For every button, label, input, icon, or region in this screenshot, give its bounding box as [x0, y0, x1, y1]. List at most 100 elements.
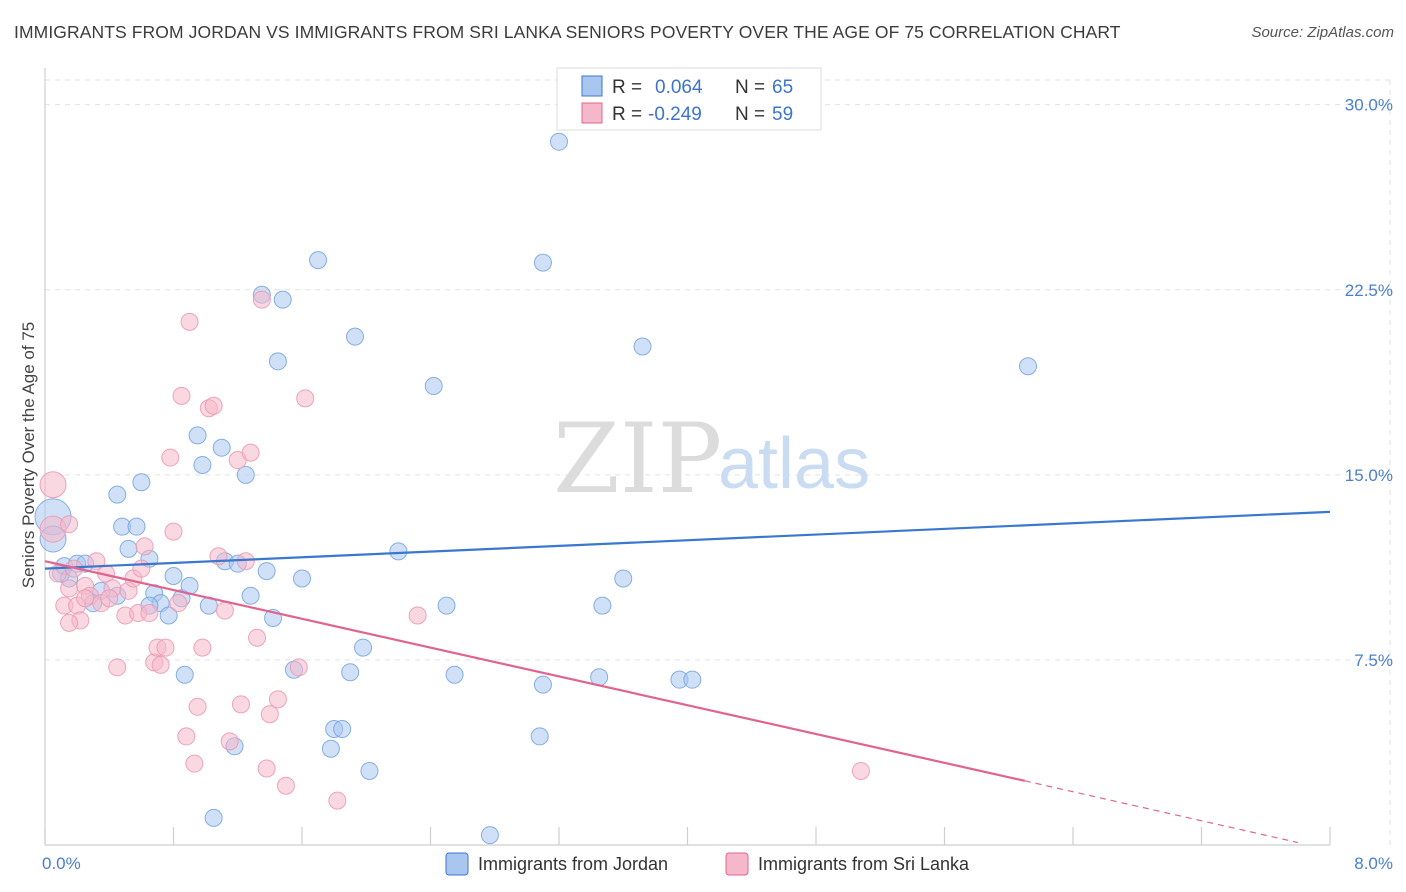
- jordan-point-29: [236, 465, 255, 484]
- jordan-point-26: [212, 438, 231, 457]
- y-tick-label-2: 22.5%: [1345, 281, 1393, 300]
- jordan-point-22: [188, 426, 207, 445]
- watermark: ZIP atlas: [553, 403, 870, 515]
- legend-r-value-srilanka: -0.249: [648, 104, 702, 125]
- srilanka-point-52: [408, 606, 427, 625]
- y-tick-label-3: 30.0%: [1345, 96, 1393, 115]
- legend-r-label-jordan: R =: [612, 77, 642, 98]
- jordan-point-14: [119, 539, 138, 558]
- jordan-point-59: [633, 337, 652, 356]
- srilanka-point-42: [241, 443, 260, 462]
- srilanka-point-14: [108, 658, 127, 677]
- srilanka-point-23: [151, 655, 170, 674]
- trend-line-srilanka: [44, 560, 1026, 782]
- jordan-point-49: [424, 377, 443, 395]
- chart-title: IMMIGRANTS FROM JORDAN VS IMMIGRANTS FRO…: [14, 22, 1121, 42]
- jordan-point-35: [273, 290, 292, 309]
- srilanka-point-40: [231, 695, 250, 714]
- jordan-point-47: [360, 761, 379, 780]
- axes: [44, 68, 1331, 846]
- jordan-point-25: [175, 665, 194, 684]
- srilanka-point-32: [188, 697, 207, 716]
- srilanka-point-45: [257, 759, 276, 778]
- series-legend: Immigrants from Jordan Immigrants from S…: [445, 852, 970, 876]
- jordan-point-55: [533, 253, 552, 272]
- jordan-point-57: [593, 596, 612, 615]
- jordan-point-13: [132, 473, 151, 492]
- jordan-point-32: [257, 562, 276, 581]
- srilanka-point-48: [276, 776, 295, 795]
- bottom-legend-label-jordan: Immigrants from Jordan: [478, 854, 668, 874]
- srilanka-point-35: [204, 396, 223, 415]
- y-tick-label-1: 15.0%: [1345, 466, 1393, 485]
- srilanka-point-33: [193, 638, 212, 657]
- bottom-legend-label-srilanka: Immigrants from Sri Lanka: [758, 854, 970, 874]
- jordan-point-23: [193, 455, 212, 474]
- jordan-point-45: [346, 327, 365, 346]
- srilanka-point-28: [172, 386, 191, 405]
- legend-n-value-jordan: 65: [772, 77, 793, 98]
- srilanka-point-27: [169, 594, 188, 613]
- jordan-point-58: [614, 569, 633, 588]
- srilanka-point-38: [220, 732, 239, 751]
- jordan-point-34: [268, 352, 287, 371]
- jordan-point-44: [341, 663, 360, 682]
- correlation-legend: R = 0.064 N = 65 R = -0.249 N = 59: [556, 67, 822, 131]
- legend-r-label-srilanka: R =: [612, 104, 642, 125]
- jordan-point-61: [683, 670, 702, 689]
- srilanka-point-37: [215, 601, 234, 620]
- jordan-point-37: [204, 808, 223, 827]
- watermark-zip: ZIP: [553, 403, 722, 515]
- legend-n-value-srilanka: 59: [772, 104, 793, 125]
- jordan-point-52: [480, 826, 499, 845]
- srilanka-point-20: [140, 604, 159, 623]
- srilanka-point-46: [260, 705, 279, 724]
- jordan-point-63: [550, 132, 568, 151]
- srilanka-point-41: [236, 552, 255, 571]
- watermark-atlas: atlas: [718, 424, 870, 504]
- srilanka-point-47: [268, 690, 287, 709]
- y-tick-label-0: 7.5%: [1354, 651, 1393, 670]
- jordan-point-19: [164, 567, 183, 586]
- jordan-point-46: [354, 638, 373, 657]
- x-tick-label-1: 8.0%: [1354, 854, 1393, 873]
- jordan-point-40: [309, 251, 328, 270]
- source-credit: Source: ZipAtlas.com: [1251, 24, 1394, 41]
- trend-line-srilanka-extension: [1024, 780, 1299, 844]
- srilanka-point-0: [39, 471, 67, 499]
- y-tick-labels: 7.5% 15.0% 22.5% 30.0%: [1345, 96, 1393, 670]
- legend-n-label-jordan: N =: [735, 77, 765, 98]
- jordan-point-43: [333, 720, 352, 739]
- srilanka-point-54: [60, 613, 79, 632]
- srilanka-point-43: [248, 628, 267, 647]
- jordan-point-30: [241, 586, 260, 605]
- bottom-legend-swatch-jordan: [445, 852, 469, 876]
- x-tick-labels: 0.0% 8.0%: [42, 854, 1393, 873]
- srilanka-point-29: [177, 727, 196, 746]
- jordan-point-62: [1019, 357, 1038, 376]
- srilanka-point-57: [132, 559, 151, 578]
- legend-swatch-srilanka: [581, 102, 603, 124]
- jordan-point-54: [533, 675, 552, 694]
- jordan-point-48: [389, 542, 408, 561]
- bottom-legend-swatch-srilanka: [725, 852, 749, 876]
- y-axis-label: Seniors Poverty Over the Age of 75: [19, 322, 38, 588]
- legend-swatch-jordan: [581, 75, 603, 97]
- srilanka-point-51: [328, 791, 347, 810]
- srilanka-point-26: [164, 522, 183, 541]
- srilanka-point-44: [252, 290, 271, 309]
- srilanka-point-50: [296, 389, 315, 408]
- jordan-point-10: [108, 485, 127, 504]
- srilanka-point-56: [100, 589, 119, 608]
- srilanka-point-4: [60, 579, 79, 598]
- srilanka-point-19: [135, 537, 154, 556]
- jordan-point-50: [437, 596, 456, 615]
- srilanka-point-25: [161, 448, 180, 467]
- srilanka-point-24: [156, 638, 175, 657]
- srilanka-point-30: [180, 312, 199, 331]
- jordan-point-39: [293, 569, 311, 588]
- legend-n-label-srilanka: N =: [735, 104, 765, 125]
- jordan-point-18: [159, 606, 178, 625]
- srilanka-point-58: [60, 515, 79, 534]
